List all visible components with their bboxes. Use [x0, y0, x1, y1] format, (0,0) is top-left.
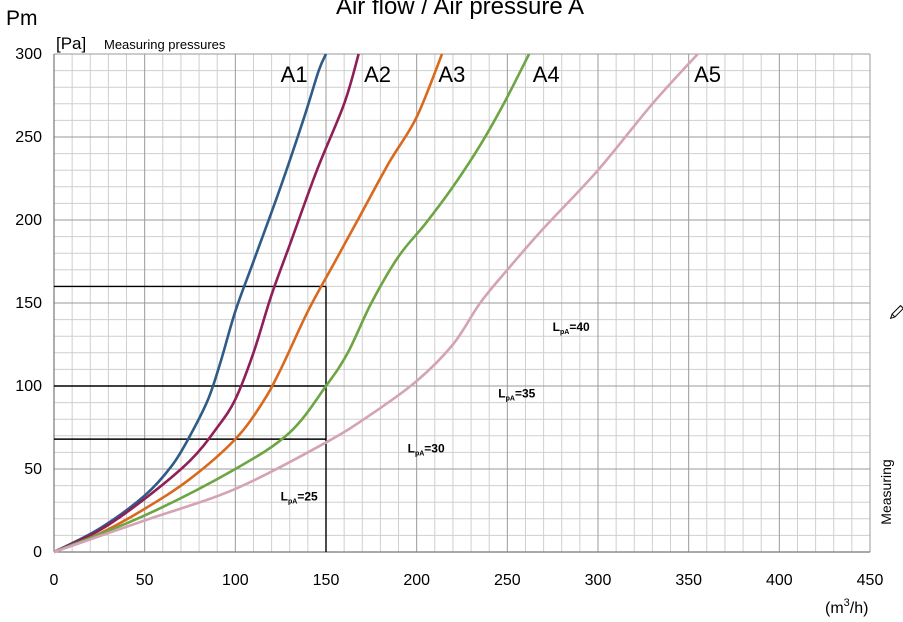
x-tick-label: 350 — [675, 572, 702, 589]
series-labels: A1 A2 A3 A4 A5 — [281, 62, 721, 87]
series-line-a5 — [53, 53, 699, 554]
y-tick-label: 300 — [15, 46, 42, 63]
x-tick-label: 200 — [403, 572, 430, 589]
chart-title: Air flow / Air pressure A — [336, 0, 584, 20]
series-line-a1 — [53, 53, 328, 554]
y-tick-label: 200 — [15, 212, 42, 229]
series-label-a5: A5 — [694, 62, 721, 87]
annotations: LpA=25 LpA=30 LpA=35 LpA=40 — [281, 320, 590, 505]
x-tick-label: 450 — [857, 572, 884, 589]
x-tick-label: 100 — [222, 572, 249, 589]
noise-level-label: LpA=25 — [281, 490, 318, 506]
y-axis-label: Measuring pressures — [104, 37, 226, 52]
series-line-a4 — [53, 53, 531, 554]
series-label-a1: A1 — [281, 62, 308, 87]
y-tick-label: 0 — [33, 544, 42, 561]
x-tick-label: 250 — [494, 572, 521, 589]
x-tick-label: 50 — [136, 572, 154, 589]
y-tick-label: 250 — [15, 129, 42, 146]
series-label-a2: A2 — [364, 62, 391, 87]
noise-level-label: LpA=35 — [498, 387, 535, 403]
series-line-a2 — [53, 53, 360, 554]
x-tick-label: 150 — [313, 572, 340, 589]
grid — [53, 53, 871, 553]
noise-level-label: LpA=40 — [553, 320, 590, 336]
series-lines — [53, 53, 699, 554]
y-unit-symbol: Pm — [6, 7, 38, 30]
x-axis-unit: (m3/h) — [825, 597, 868, 617]
x-tick-label: 300 — [585, 572, 612, 589]
series-label-a4: A4 — [533, 62, 560, 87]
y-tick-label: 150 — [15, 295, 42, 312]
y-unit: [Pa] — [56, 34, 86, 53]
noise-level-label: LpA=30 — [408, 441, 445, 457]
x-tick-label: 400 — [766, 572, 793, 589]
y-tick-label: 50 — [24, 461, 42, 478]
x-tick-label: 0 — [50, 572, 59, 589]
series-line-a3 — [53, 53, 444, 554]
pencil-icon — [889, 304, 903, 320]
tick-labels: 0 50 100 150 200 250 300 350 400 450 0 50 100 150 200 2… — [15, 46, 883, 589]
series-label-a3: A3 — [438, 62, 465, 87]
y-tick-label: 100 — [15, 378, 42, 395]
axes — [53, 54, 870, 553]
right-axis-label: Measuring — [878, 459, 894, 524]
